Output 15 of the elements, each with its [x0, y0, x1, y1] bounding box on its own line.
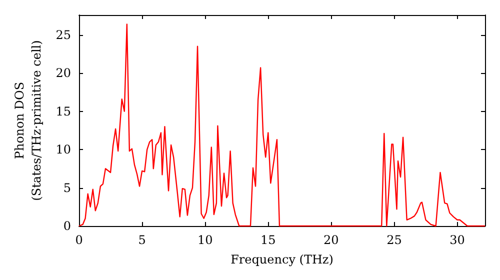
x-tick-label: 25 [386, 233, 402, 247]
y-axis-title: Phonon DOS (States/THz·primitive cell) [12, 40, 44, 201]
y-tick-label: 20 [56, 66, 71, 80]
y-tick-label: 0 [63, 219, 71, 233]
x-axis-title: Frequency (THz) [230, 252, 334, 266]
x-tick-label: 20 [324, 233, 339, 247]
x-tick-label: 0 [75, 233, 83, 247]
x-tick-label: 15 [260, 233, 276, 247]
y-tick-label: 5 [63, 180, 71, 195]
y-tick-label: 25 [56, 28, 71, 42]
x-tick-label: 10 [197, 233, 213, 247]
y-tick-label: 10 [56, 142, 71, 157]
x-tick-label: 5 [138, 233, 146, 247]
x-tick-label: 30 [450, 233, 465, 247]
y-tick-label: 15 [56, 104, 71, 118]
